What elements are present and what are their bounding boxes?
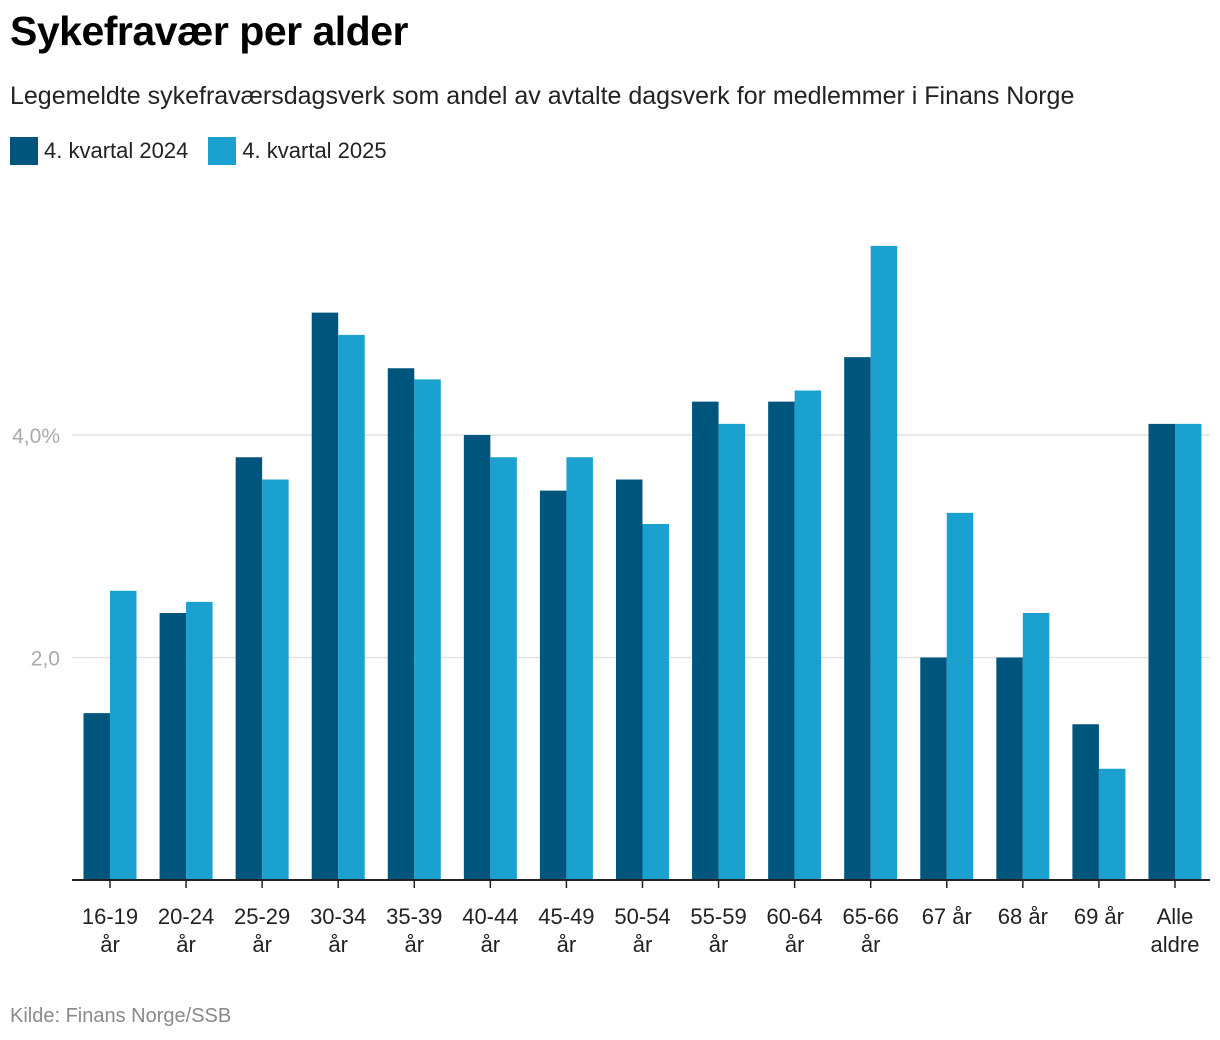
bar-2025 bbox=[110, 590, 137, 880]
x-tick-label: 67 år bbox=[922, 904, 972, 929]
x-tick-label-line: 67 år bbox=[922, 904, 972, 929]
x-tick-label: 45-49 år bbox=[538, 904, 594, 957]
bar-2025 bbox=[642, 524, 669, 880]
bar-2025 bbox=[566, 457, 593, 880]
bar-2025 bbox=[1174, 423, 1202, 880]
legend: 4. kvartal 2024 4. kvartal 2025 bbox=[10, 137, 407, 165]
bar-2024 bbox=[387, 368, 415, 880]
x-tick-label-line: 35-39 bbox=[386, 904, 442, 929]
x-tick-label-line: år bbox=[785, 932, 805, 957]
x-tick-label-line: år bbox=[709, 932, 729, 957]
bar-2025 bbox=[338, 334, 365, 880]
legend-swatch-2025 bbox=[208, 137, 237, 165]
x-tick-label-line: 69 år bbox=[1074, 904, 1124, 929]
bar-2025 bbox=[1098, 768, 1126, 880]
bar-2025 bbox=[490, 457, 517, 880]
x-tick-label-line: år bbox=[633, 932, 653, 957]
y-tick-label: 4,0% bbox=[12, 425, 60, 448]
bar-2024 bbox=[159, 613, 187, 880]
bar-2025 bbox=[414, 379, 441, 880]
x-tick-label-line: 20-24 bbox=[158, 904, 214, 929]
legend-swatch-2024 bbox=[10, 137, 38, 165]
bar-2024 bbox=[844, 357, 871, 880]
bar-2024 bbox=[768, 401, 795, 880]
x-tick-label: 50-54 år bbox=[614, 904, 670, 957]
x-tick-label-line: 45-49 bbox=[538, 904, 594, 929]
bar-2024 bbox=[463, 435, 491, 880]
legend-item-2025: 4. kvartal 2025 bbox=[208, 137, 387, 165]
bar-2024 bbox=[1148, 423, 1175, 880]
x-tick-label-line: år bbox=[252, 932, 272, 957]
x-tick-label-line: 30-34 bbox=[310, 904, 366, 929]
x-tick-label-line: aldre bbox=[1151, 932, 1200, 957]
x-tick-label: Alle aldre bbox=[1151, 904, 1200, 957]
x-tick-label: 68 år bbox=[998, 904, 1048, 929]
source-note: Kilde: Finans Norge/SSB bbox=[10, 1005, 232, 1027]
x-tick-label-line: 16-19 bbox=[82, 904, 138, 929]
bar-2024 bbox=[692, 401, 719, 880]
bar-2024 bbox=[539, 490, 567, 880]
bar-2025 bbox=[186, 601, 213, 880]
x-tick-label: 20-24 år bbox=[158, 904, 214, 957]
bar-2024 bbox=[311, 312, 339, 880]
legend-item-2024: 4. kvartal 2024 bbox=[10, 137, 188, 165]
x-tick-label: 55-59 år bbox=[690, 904, 746, 957]
x-tick-label-line: 55-59 bbox=[690, 904, 746, 929]
x-tick-label-line: år bbox=[176, 932, 196, 957]
x-tick-label: 65-66 år bbox=[843, 904, 899, 957]
bar-2024 bbox=[996, 657, 1023, 880]
legend-label-2024: 4. kvartal 2024 bbox=[44, 138, 189, 163]
x-tick-label: 16-19 år bbox=[82, 904, 138, 957]
bar-2025 bbox=[718, 423, 746, 880]
bar-2024 bbox=[1072, 724, 1099, 880]
x-tick-label-line: 50-54 bbox=[614, 904, 670, 929]
x-tick-label-line: Alle bbox=[1157, 904, 1194, 929]
y-tick-label: 2,0 bbox=[31, 648, 60, 671]
x-tick-label-line: år bbox=[481, 932, 501, 957]
bar-2025 bbox=[870, 245, 898, 880]
x-tick-label-line: 25-29 bbox=[234, 904, 290, 929]
x-tick-label-line: 68 år bbox=[998, 904, 1048, 929]
x-tick-label: 35-39 år bbox=[386, 904, 442, 957]
chart-title: Sykefravær per alder bbox=[10, 8, 408, 54]
legend-label-2025: 4. kvartal 2025 bbox=[242, 138, 387, 163]
x-tick-label-line: år bbox=[861, 932, 881, 957]
x-tick-label: 69 år bbox=[1074, 904, 1124, 929]
x-tick-label: 60-64 år bbox=[766, 904, 822, 957]
bar-2024 bbox=[615, 479, 643, 880]
x-tick-label-line: år bbox=[328, 932, 348, 957]
chart-subtitle: Legemeldte sykefraværsdagsverk som andel… bbox=[10, 82, 1075, 110]
x-tick-label-line: 60-64 bbox=[766, 904, 822, 929]
bar-2025 bbox=[262, 479, 289, 880]
bar-2024 bbox=[235, 457, 263, 880]
x-tick-label-line: 65-66 bbox=[843, 904, 899, 929]
x-tick-label: 40-44 år bbox=[462, 904, 518, 957]
x-tick-label-line: år bbox=[557, 932, 577, 957]
bar-2025 bbox=[794, 390, 822, 880]
bar-2025 bbox=[1022, 613, 1050, 880]
x-tick-label-line: 40-44 bbox=[462, 904, 518, 929]
x-tick-label: 30-34 år bbox=[310, 904, 366, 957]
bar-2025 bbox=[946, 512, 974, 880]
bar-2024 bbox=[920, 657, 947, 880]
x-tick-label-line: år bbox=[404, 932, 424, 957]
x-tick-label: 25-29 år bbox=[234, 904, 290, 957]
bar-2024 bbox=[83, 713, 110, 880]
x-tick-label-line: år bbox=[100, 932, 120, 957]
